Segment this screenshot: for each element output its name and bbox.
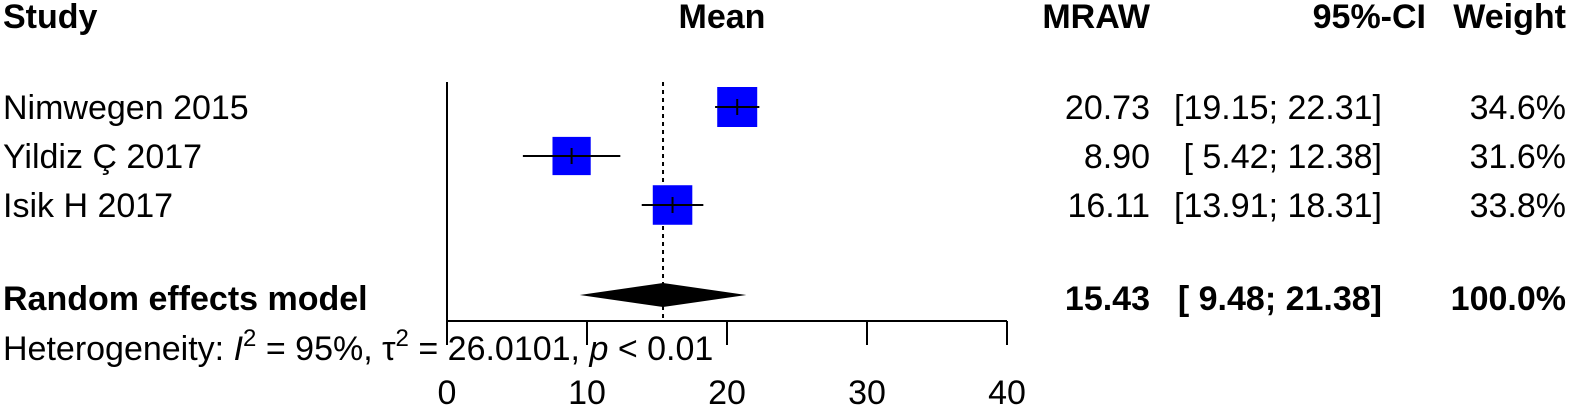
estimate-label: 8.90	[1084, 138, 1150, 176]
header-mean: Mean	[679, 0, 766, 36]
summary-diamond	[579, 283, 747, 307]
heterogeneity-part: p	[588, 330, 608, 368]
heterogeneity-part: 2	[396, 325, 409, 352]
x-tick-label: 20	[708, 374, 746, 412]
heterogeneity-part: = 95%,	[256, 330, 382, 368]
header-estimate: MRAW	[1042, 0, 1151, 36]
heterogeneity-part: = 26.0101,	[409, 330, 590, 368]
weight-label: 33.8%	[1470, 187, 1566, 225]
heterogeneity-part: 2	[243, 325, 256, 352]
x-tick-label: 0	[438, 374, 457, 412]
study-name: Isik H 2017	[3, 187, 173, 225]
estimate-label: 20.73	[1065, 89, 1150, 127]
weight-label: 34.6%	[1470, 89, 1566, 127]
study-name: Nimwegen 2015	[3, 89, 249, 127]
study-name: Random effects model	[3, 280, 368, 318]
estimate-label: 15.43	[1065, 280, 1150, 318]
heterogeneity-part: Heterogeneity:	[3, 330, 234, 368]
ci-label: [ 5.42; 12.38]	[1184, 138, 1383, 176]
header-study: Study	[3, 0, 98, 36]
weight-label: 100.0%	[1451, 280, 1566, 318]
header-weight: Weight	[1453, 0, 1566, 36]
ci-label: [13.91; 18.31]	[1174, 187, 1382, 225]
x-tick-label: 40	[988, 374, 1026, 412]
ci-label: [ 9.48; 21.38]	[1178, 280, 1382, 318]
heterogeneity: Heterogeneity: I2 = 95%, τ2 = 26.0101, p…	[3, 325, 713, 368]
weight-label: 31.6%	[1470, 138, 1566, 176]
study-name: Yildiz Ç 2017	[3, 138, 202, 176]
x-tick-label: 10	[568, 374, 606, 412]
estimate-label: 16.11	[1067, 187, 1150, 225]
heterogeneity-part: I	[234, 330, 244, 368]
heterogeneity-part: τ	[382, 330, 396, 368]
ci-label: [19.15; 22.31]	[1174, 89, 1382, 127]
header-ci: 95%-CI	[1313, 0, 1426, 36]
x-tick-label: 30	[848, 374, 886, 412]
heterogeneity-part: < 0.01	[608, 330, 713, 368]
